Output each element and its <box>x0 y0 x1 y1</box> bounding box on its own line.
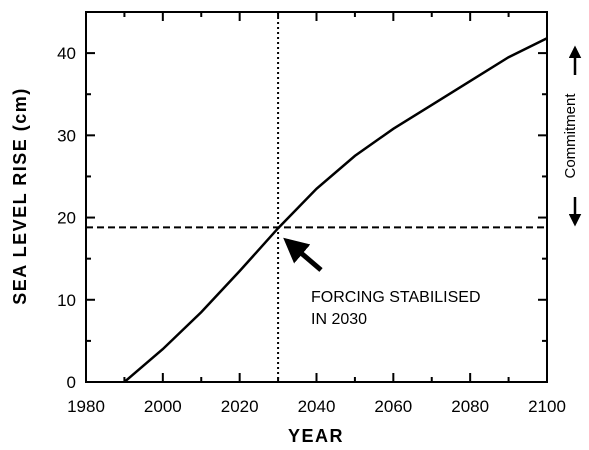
commitment-label: Commitment <box>562 93 579 179</box>
x-tick-labels: 1980 2000 2020 2040 2060 2080 2100 <box>67 397 566 416</box>
x-tick-label: 1980 <box>67 397 105 416</box>
x-tick-label: 2020 <box>221 397 259 416</box>
y-tick-label: 0 <box>67 373 76 392</box>
y-axis-title: SEA LEVEL RISE (cm) <box>10 87 30 305</box>
x-tick-label: 2000 <box>144 397 182 416</box>
series-line-sea-level <box>123 37 548 383</box>
forcing-arrow <box>283 237 323 272</box>
forcing-annotation-line1: FORCING STABILISED <box>311 289 481 306</box>
plot-frame <box>85 11 548 383</box>
y-tick-label: 30 <box>57 126 76 145</box>
y-tick-label: 40 <box>57 44 76 63</box>
x-tick-label: 2060 <box>374 397 412 416</box>
x-tick-label: 2100 <box>528 397 566 416</box>
y-tick-label: 20 <box>57 209 76 228</box>
y-tick-labels: 0 10 20 30 40 <box>57 44 76 392</box>
x-tick-label: 2040 <box>298 397 336 416</box>
y-tick-label: 10 <box>57 291 76 310</box>
x-tick-label: 2080 <box>451 397 489 416</box>
x-axis-title: YEAR <box>288 426 344 446</box>
forcing-annotation-line2: IN 2030 <box>311 311 367 328</box>
